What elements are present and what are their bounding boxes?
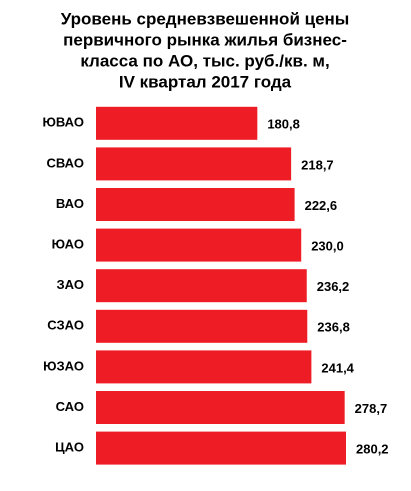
y-tick-label: СВАО: [47, 155, 84, 170]
bar: [96, 228, 302, 262]
y-tick-label: САО: [56, 399, 84, 414]
bar: [96, 188, 295, 221]
bar: [96, 106, 258, 140]
bar: [96, 350, 312, 384]
y-tick-label: ЗАО: [57, 277, 84, 292]
value-label: 180,8: [267, 117, 300, 132]
y-tick-label: ЮВАО: [43, 115, 84, 130]
y-tick-label: СЗАО: [47, 318, 84, 333]
bar: [96, 431, 346, 465]
y-tick-label: ЦАО: [55, 440, 84, 455]
value-label: 241,4: [321, 360, 354, 375]
value-label: 218,7: [301, 157, 334, 172]
y-tick-label: ЮАО: [52, 237, 84, 252]
chart-title: первичного рынка жилья бизнес-: [63, 30, 347, 49]
value-label: 236,8: [317, 320, 350, 335]
bar: [96, 391, 345, 424]
chart-title: IV квартал 2017 года: [119, 72, 292, 91]
value-label: 236,2: [317, 279, 350, 294]
bar: [96, 269, 307, 303]
bar: [96, 147, 292, 181]
value-label: 278,7: [355, 401, 388, 416]
y-tick-label: ВАО: [56, 196, 84, 211]
bar: [96, 309, 308, 343]
chart-title: класса по АО, тыс. руб./кв. м,: [80, 51, 329, 70]
value-label: 280,2: [356, 442, 389, 457]
y-tick-label: ЮЗАО: [43, 358, 84, 373]
value-label: 222,6: [305, 198, 338, 213]
chart-title: Уровень средневзвешенной цены: [61, 9, 350, 28]
value-label: 230,0: [311, 239, 344, 254]
